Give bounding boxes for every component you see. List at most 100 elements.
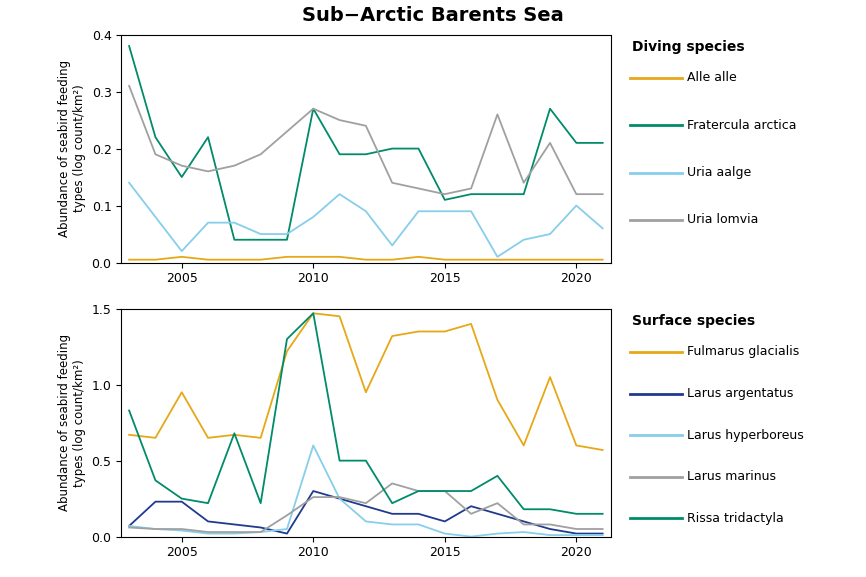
Rissa tridactyla — [281, 336, 292, 343]
Larus hyperboreus — [545, 531, 555, 538]
Uria aalge — [545, 231, 555, 238]
Larus argentatus — [572, 530, 582, 537]
Text: Sub−Arctic Barents Sea: Sub−Arctic Barents Sea — [302, 6, 564, 25]
Rissa tridactyla — [572, 510, 582, 517]
Larus argentatus — [440, 518, 450, 525]
Uria lomvia — [203, 168, 213, 175]
Uria lomvia — [361, 122, 372, 129]
Rissa tridactyla — [361, 457, 372, 464]
Larus marinus — [124, 524, 134, 531]
Fulmarus glacialis — [598, 447, 608, 454]
Text: Surface species: Surface species — [632, 314, 755, 328]
Larus marinus — [572, 526, 582, 533]
Alle alle — [598, 256, 608, 263]
Fratercula arctica — [440, 196, 450, 203]
Larus marinus — [361, 500, 372, 507]
Larus argentatus — [124, 523, 134, 530]
Alle alle — [492, 256, 502, 263]
Larus hyperboreus — [281, 526, 292, 533]
Larus hyperboreus — [387, 521, 397, 528]
Fulmarus glacialis — [150, 434, 160, 441]
Alle alle — [466, 256, 476, 263]
Larus marinus — [440, 488, 450, 494]
Uria lomvia — [334, 117, 345, 123]
Uria lomvia — [308, 105, 319, 112]
Larus marinus — [308, 494, 319, 501]
Larus marinus — [466, 510, 476, 517]
Uria aalge — [466, 208, 476, 215]
Rissa tridactyla — [413, 488, 423, 494]
Larus argentatus — [334, 495, 345, 502]
Fratercula arctica — [177, 174, 187, 181]
Fulmarus glacialis — [387, 332, 397, 339]
Text: Fratercula arctica: Fratercula arctica — [687, 119, 796, 132]
Text: Uria aalge: Uria aalge — [687, 166, 751, 179]
Rissa tridactyla — [334, 457, 345, 464]
Fulmarus glacialis — [308, 310, 319, 317]
Alle alle — [545, 256, 555, 263]
Text: Larus argentatus: Larus argentatus — [687, 387, 793, 400]
Line: Fratercula arctica: Fratercula arctica — [129, 46, 603, 240]
Uria aalge — [308, 213, 319, 220]
Fulmarus glacialis — [413, 328, 423, 335]
Uria lomvia — [598, 190, 608, 197]
Larus hyperboreus — [492, 530, 502, 537]
Uria lomvia — [124, 83, 134, 89]
Uria lomvia — [150, 151, 160, 158]
Text: Alle alle: Alle alle — [687, 72, 736, 84]
Fulmarus glacialis — [519, 442, 529, 449]
Text: Rissa tridactyla: Rissa tridactyla — [687, 512, 784, 524]
Uria aalge — [387, 242, 397, 249]
Larus marinus — [598, 526, 608, 533]
Uria lomvia — [281, 128, 292, 135]
Larus argentatus — [150, 498, 160, 505]
Text: Uria lomvia: Uria lomvia — [687, 213, 758, 226]
Alle alle — [308, 253, 319, 260]
Larus marinus — [281, 512, 292, 519]
Uria lomvia — [387, 179, 397, 186]
Larus marinus — [177, 526, 187, 533]
Fratercula arctica — [598, 140, 608, 147]
Larus hyperboreus — [203, 530, 213, 537]
Rissa tridactyla — [598, 510, 608, 517]
Uria aalge — [177, 248, 187, 254]
Uria aalge — [492, 253, 502, 260]
Larus marinus — [334, 494, 345, 501]
Uria aalge — [229, 219, 240, 226]
Y-axis label: Abundance of seabird feeding
types (log count/km²): Abundance of seabird feeding types (log … — [58, 60, 86, 237]
Uria lomvia — [492, 111, 502, 118]
Larus argentatus — [413, 510, 423, 517]
Larus hyperboreus — [150, 526, 160, 533]
Uria lomvia — [545, 140, 555, 147]
Larus hyperboreus — [413, 521, 423, 528]
Fulmarus glacialis — [440, 328, 450, 335]
Larus argentatus — [545, 526, 555, 533]
Alle alle — [229, 256, 240, 263]
Alle alle — [203, 256, 213, 263]
Alle alle — [572, 256, 582, 263]
Fratercula arctica — [124, 43, 134, 50]
Rissa tridactyla — [308, 310, 319, 317]
Alle alle — [124, 256, 134, 263]
Text: Fulmarus glacialis: Fulmarus glacialis — [687, 346, 799, 358]
Uria aalge — [440, 208, 450, 215]
Larus marinus — [492, 500, 502, 507]
Rissa tridactyla — [177, 495, 187, 502]
Uria lomvia — [466, 185, 476, 192]
Uria lomvia — [229, 162, 240, 169]
Line: Uria lomvia: Uria lomvia — [129, 86, 603, 194]
Fratercula arctica — [387, 145, 397, 152]
Uria aalge — [334, 190, 345, 197]
Fratercula arctica — [255, 237, 266, 243]
Uria aalge — [361, 208, 372, 215]
Alle alle — [440, 256, 450, 263]
Fulmarus glacialis — [203, 434, 213, 441]
Fulmarus glacialis — [361, 389, 372, 396]
Uria aalge — [203, 219, 213, 226]
Alle alle — [387, 256, 397, 263]
Uria lomvia — [572, 190, 582, 197]
Larus marinus — [545, 521, 555, 528]
Larus marinus — [413, 488, 423, 494]
Larus argentatus — [177, 498, 187, 505]
Larus argentatus — [387, 510, 397, 517]
